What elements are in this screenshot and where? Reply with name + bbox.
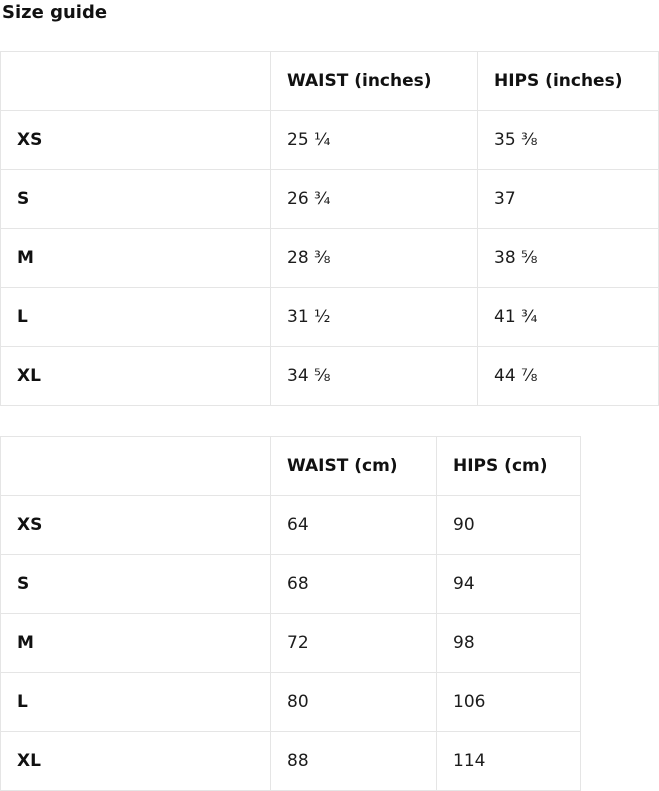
size-label: XS <box>0 110 271 170</box>
col-header-hips-cm: HIPS (cm) <box>436 436 581 496</box>
waist-value: 28 ⅜ <box>270 228 478 288</box>
size-label: L <box>0 287 271 347</box>
waist-value: 64 <box>270 495 437 555</box>
corner-cell-cm <box>0 436 271 496</box>
table-row: S 26 ¾ 37 <box>0 169 659 229</box>
table-row: S 68 94 <box>0 554 581 614</box>
hips-value: 38 ⅝ <box>477 228 659 288</box>
table-row: XL 34 ⅝ 44 ⅞ <box>0 346 659 406</box>
table-row: M 72 98 <box>0 613 581 673</box>
table-row: L 80 106 <box>0 672 581 732</box>
table-header-row: WAIST (cm) HIPS (cm) <box>0 436 581 496</box>
hips-value: 98 <box>436 613 581 673</box>
size-label: S <box>0 169 271 229</box>
table-header-row: WAIST (inches) HIPS (inches) <box>0 51 659 111</box>
waist-value: 25 ¼ <box>270 110 478 170</box>
hips-value: 35 ⅜ <box>477 110 659 170</box>
page-title: Size guide <box>2 2 108 23</box>
table-row: XS 64 90 <box>0 495 581 555</box>
table-row: XL 88 114 <box>0 731 581 791</box>
size-label: L <box>0 672 271 732</box>
size-label: XL <box>0 346 271 406</box>
col-header-hips-inches: HIPS (inches) <box>477 51 659 111</box>
table-row: XS 25 ¼ 35 ⅜ <box>0 110 659 170</box>
waist-value: 31 ½ <box>270 287 478 347</box>
size-label: M <box>0 228 271 288</box>
hips-value: 106 <box>436 672 581 732</box>
waist-value: 80 <box>270 672 437 732</box>
hips-value: 44 ⅞ <box>477 346 659 406</box>
size-label: XS <box>0 495 271 555</box>
hips-value: 37 <box>477 169 659 229</box>
size-table-inches: WAIST (inches) HIPS (inches) XS 25 ¼ 35 … <box>0 51 659 406</box>
size-label: XL <box>0 731 271 791</box>
hips-value: 90 <box>436 495 581 555</box>
hips-value: 41 ¾ <box>477 287 659 347</box>
corner-cell-inches <box>0 51 271 111</box>
size-table-cm: WAIST (cm) HIPS (cm) XS 64 90 S 68 94 M … <box>0 436 581 791</box>
waist-value: 72 <box>270 613 437 673</box>
hips-value: 114 <box>436 731 581 791</box>
col-header-waist-cm: WAIST (cm) <box>270 436 437 496</box>
hips-value: 94 <box>436 554 581 614</box>
waist-value: 88 <box>270 731 437 791</box>
table-row: M 28 ⅜ 38 ⅝ <box>0 228 659 288</box>
size-label: S <box>0 554 271 614</box>
waist-value: 68 <box>270 554 437 614</box>
waist-value: 26 ¾ <box>270 169 478 229</box>
table-row: L 31 ½ 41 ¾ <box>0 287 659 347</box>
waist-value: 34 ⅝ <box>270 346 478 406</box>
col-header-waist-inches: WAIST (inches) <box>270 51 478 111</box>
size-label: M <box>0 613 271 673</box>
